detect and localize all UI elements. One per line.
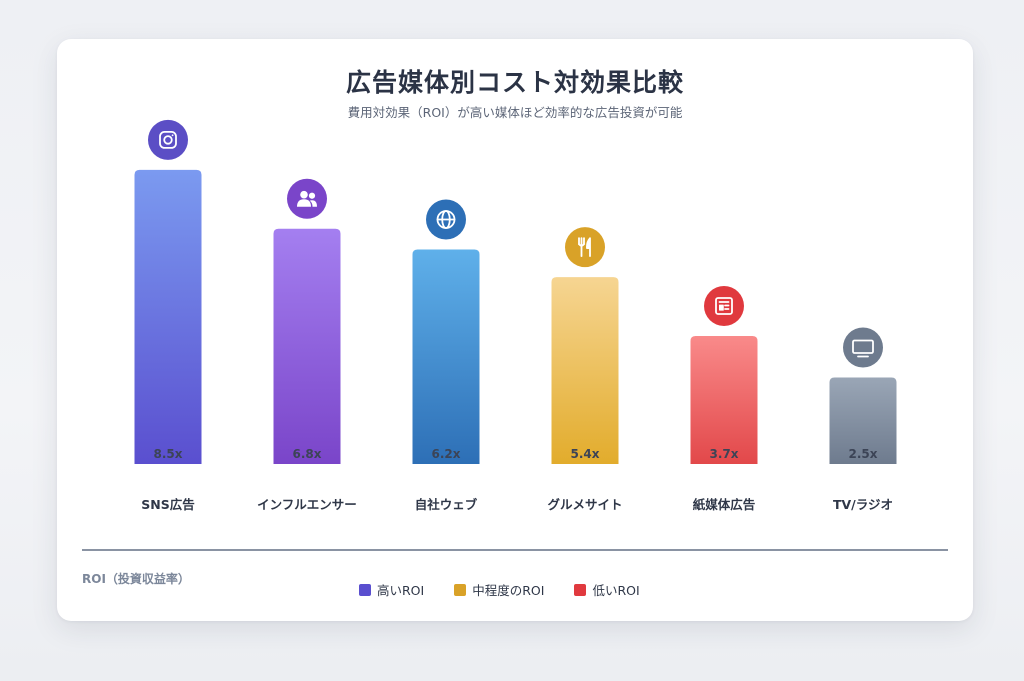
globe-icon: [436, 210, 456, 229]
bar-1: [134, 169, 202, 464]
legend-label-low: 低いROI: [592, 583, 640, 598]
bar-3: [412, 249, 480, 464]
instagram-icon: [159, 131, 177, 149]
icon-badge: [565, 227, 605, 268]
category-label: SNS広告: [141, 497, 195, 512]
y-axis-caption: ROI（投資収益率）: [82, 572, 190, 586]
legend-swatch-high: [359, 583, 371, 596]
bar-value-label: 2.5x: [849, 447, 878, 461]
icon-badge: [843, 327, 883, 368]
category-label: インフルエンサー: [257, 497, 357, 512]
chart-subtitle: 費用対効果（ROI）が高い媒体ほど効率的な広告投資が可能: [347, 105, 683, 120]
legend-item-low: 低いROI: [574, 580, 640, 599]
category-label: グルメサイト: [547, 497, 622, 512]
bar-6: [829, 377, 897, 464]
bar-value-label: 8.5x: [154, 447, 183, 461]
bar-5: [690, 335, 758, 464]
users-icon: [297, 190, 317, 207]
newspaper-icon: [715, 297, 733, 315]
utensils-icon: [578, 237, 591, 258]
category-label: 紙媒体広告: [693, 497, 756, 512]
legend: 高いROI 中程度のROI 低いROI: [359, 580, 640, 599]
legend-swatch-medium: [454, 583, 467, 596]
bar-2: [273, 228, 341, 464]
bar-4: [551, 277, 619, 464]
category-label: TV/ラジオ: [833, 497, 893, 512]
legend-item-high: 高いROI: [359, 580, 424, 599]
legend-label-high: 高いROI: [377, 583, 425, 598]
tv-icon: [852, 339, 874, 358]
chart-card: 広告媒体別コスト対効果比較 費用対効果（ROI）が高い媒体ほど効率的な広告投資が…: [57, 39, 973, 621]
category-label: 自社ウェブ: [415, 497, 478, 512]
axis-divider: [82, 549, 948, 551]
bar-chart: 8.5x SNS広告 6.8x インフルエンサー 6.2x 自社ウェブ 5.4x グルメサイト…: [134, 119, 897, 512]
icon-badge: [287, 178, 327, 219]
bar-value-label: 6.2x: [432, 447, 461, 461]
icon-badge: [148, 119, 188, 160]
chart-title: 広告媒体別コスト対効果比較: [345, 68, 684, 97]
legend-item-medium: 中程度のROI: [454, 580, 544, 599]
bar-value-label: 5.4x: [571, 447, 600, 461]
legend-label-medium: 中程度のROI: [472, 583, 545, 598]
bar-value-label: 6.8x: [293, 447, 322, 461]
icon-badge: [704, 285, 744, 326]
bar-value-label: 3.7x: [710, 447, 739, 461]
legend-swatch-low: [574, 583, 587, 596]
